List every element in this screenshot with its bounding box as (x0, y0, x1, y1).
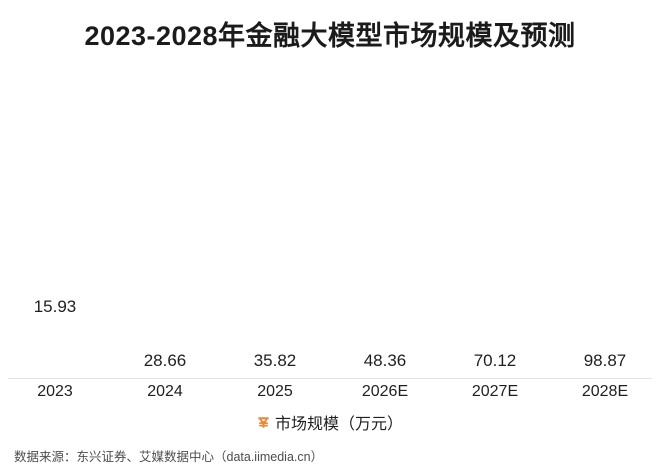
yuan-symbol-icon (258, 416, 269, 428)
x-axis-tick-2027E: 2027E (471, 383, 519, 400)
x-axis-tick-2025: 2025 (257, 383, 293, 400)
bar-group-2028E[interactable]: 98.87 (550, 60, 660, 378)
bar-value-label: 15.93 (33, 297, 77, 316)
pictogram-bar (35, 324, 75, 378)
chart-title: 2023-2028年金融大模型市场规模及预测 (84, 21, 576, 51)
legend-label: 市场规模（万元） (274, 416, 403, 433)
x-axis-labels: 2023 2024 2025 2026E 2027E 2028E (0, 383, 660, 401)
bar-group-2027E[interactable]: 70.12 (440, 60, 550, 378)
bar-group-2023[interactable]: 15.93 (0, 60, 110, 378)
plot-area: 15.93 28.66 35.82 48.36 (0, 60, 660, 378)
bars-row: 15.93 28.66 35.82 48.36 (0, 60, 660, 378)
bar-group-2024[interactable]: 28.66 (110, 60, 220, 378)
x-axis-tick-2024: 2024 (147, 383, 183, 400)
bar-value-label: 48.36 (363, 351, 407, 370)
x-axis-line (8, 378, 652, 379)
chart-legend: 市场规模（万元） (0, 410, 660, 434)
x-axis-tick-2026E: 2026E (361, 383, 409, 400)
bar-value-label: 70.12 (473, 351, 517, 370)
data-source-note: 数据来源：东兴证券、艾媒数据中心（data.iimedia.cn） (14, 450, 324, 464)
bar-value-label: 35.82 (253, 351, 297, 370)
bar-value-label: 28.66 (143, 351, 187, 370)
bar-value-label: 98.87 (583, 351, 627, 370)
bar-group-2025[interactable]: 35.82 (220, 60, 330, 378)
bar-group-2026E[interactable]: 48.36 (330, 60, 440, 378)
x-axis-tick-2028E: 2028E (581, 383, 629, 400)
x-axis-tick-2023: 2023 (37, 383, 73, 400)
